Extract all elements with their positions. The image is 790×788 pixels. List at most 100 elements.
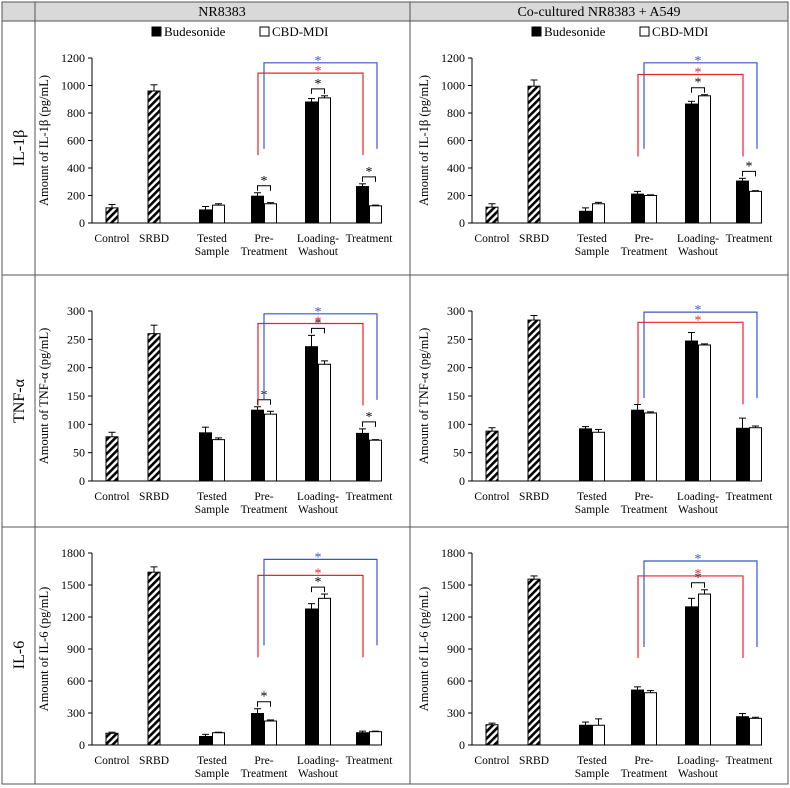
- x-tick-label: Treatment: [346, 233, 394, 245]
- x-tick-label: Treatment: [621, 504, 669, 516]
- bracket-blue: [643, 311, 758, 399]
- bar-single-0: [485, 206, 499, 224]
- legend-label-budesonide: Budesonide: [544, 24, 606, 39]
- x-tick-label: Washout: [678, 246, 719, 258]
- y-tick-label: 900: [447, 642, 465, 656]
- y-tick-label: 600: [67, 674, 85, 688]
- pair-sig-star: *: [695, 571, 702, 586]
- x-tick-label: SRBD: [519, 233, 549, 245]
- x-tick-label: Loading-: [297, 755, 339, 767]
- x-tick-label: Pre-: [634, 233, 653, 245]
- bracket-star-red: *: [315, 64, 322, 79]
- pair-sig-star: *: [746, 159, 753, 174]
- header-nr8383: NR8383: [198, 5, 245, 20]
- x-tick-label: Washout: [298, 246, 339, 258]
- x-tick-label: SRBD: [519, 491, 549, 503]
- chart-il1b-nr8383: 0 200 400 600 800 1000 1200 Amount of IL-1β (pg…: [37, 24, 393, 258]
- bracket-star-blue: *: [695, 54, 702, 69]
- x-tick-label: Pre-: [634, 491, 653, 503]
- bar-single-1: [527, 85, 541, 224]
- bar-budesonide-5: [356, 186, 369, 224]
- legend-label-budesonide: Budesonide: [164, 24, 226, 39]
- bar-budesonide-3: [631, 689, 644, 746]
- bar-budesonide-4: [685, 606, 698, 746]
- x-tick-label: Sample: [575, 246, 610, 258]
- y-tick-label: 200: [67, 361, 85, 375]
- y-axis-label: Amount of IL-1β (pg/mL): [417, 75, 431, 206]
- bar-cbd-mdi-4: [318, 97, 331, 224]
- y-axis-label: Amount of TNF-α (pg/mL): [37, 328, 51, 465]
- bar-budesonide-3: [631, 409, 644, 482]
- bar-budesonide-2: [199, 735, 212, 746]
- y-tick-label: 1200: [441, 610, 465, 624]
- pair-sig-star: *: [261, 690, 268, 705]
- x-tick-label: Washout: [298, 504, 339, 516]
- x-tick-label: Treatment: [726, 755, 774, 767]
- pair-bracket-4: [311, 88, 325, 94]
- bar-cbd-mdi-3: [264, 720, 277, 746]
- x-tick-label: Pre-: [254, 755, 273, 767]
- x-tick-label: Sample: [195, 504, 230, 516]
- y-tick-label: 1200: [441, 51, 465, 65]
- legend-swatch-budesonide: [531, 26, 542, 37]
- x-tick-label: Washout: [678, 504, 719, 516]
- bar-single-1: [147, 90, 161, 224]
- y-tick-label: 250: [67, 332, 85, 346]
- row-label-il6: IL-6: [11, 641, 28, 669]
- y-tick-label: 0: [459, 474, 465, 488]
- pair-bracket-3: [257, 185, 271, 191]
- legend: Budesonide CBD-MDI: [151, 24, 328, 39]
- y-tick-label: 600: [447, 674, 465, 688]
- bracket-star-blue: *: [315, 54, 322, 69]
- pair-bracket-4: [691, 582, 705, 588]
- legend-swatch-budesonide: [151, 26, 162, 37]
- y-axis-label: Amount of IL-6 (pg/mL): [417, 587, 431, 712]
- x-tick-label: Treatment: [726, 491, 774, 503]
- y-tick-label: 300: [447, 304, 465, 318]
- y-tick-label: 0: [79, 216, 85, 230]
- bar-cbd-mdi-3: [644, 195, 657, 224]
- bracket-red: [637, 73, 744, 157]
- bracket-blue: [643, 560, 758, 647]
- y-axis-label: Amount of TNF-α (pg/mL): [417, 328, 431, 465]
- bar-budesonide-4: [305, 608, 318, 746]
- x-tick-label: Tested: [197, 491, 227, 503]
- y-tick-label: 0: [459, 216, 465, 230]
- bar-budesonide-5: [356, 432, 369, 482]
- y-tick-label: 150: [447, 389, 465, 403]
- bar-single-1: [527, 578, 541, 746]
- x-tick-label: Pre-: [254, 491, 273, 503]
- pair-sig-star: *: [366, 165, 373, 180]
- chart-il6-cocult: 0 300 600 900 1200 1500 1800 Amount of IL-6 (pg…: [417, 546, 773, 780]
- bar-single-1: [147, 571, 161, 746]
- x-tick-label: SRBD: [139, 491, 169, 503]
- y-tick-label: 100: [67, 417, 85, 431]
- x-tick-label: Loading-: [677, 233, 719, 245]
- pair-sig-star: *: [315, 77, 322, 92]
- header-cocultured: Co-cultured NR8383 + A549: [517, 5, 680, 20]
- y-tick-label: 1800: [61, 546, 85, 560]
- pair-bracket-4: [311, 586, 325, 593]
- pair-bracket-4: [311, 327, 325, 334]
- x-tick-label: Control: [474, 491, 509, 503]
- x-tick-label: Tested: [577, 755, 607, 767]
- bracket-red: [637, 321, 744, 405]
- y-tick-label: 400: [447, 161, 465, 175]
- bracket-star-blue: *: [695, 552, 702, 567]
- bracket-star-red: *: [695, 567, 702, 582]
- bar-budesonide-4: [685, 103, 698, 224]
- bar-budesonide-3: [631, 193, 644, 224]
- y-tick-label: 1500: [441, 578, 465, 592]
- bar-cbd-mdi-2: [592, 724, 605, 746]
- x-tick-label: Treatment: [621, 246, 669, 258]
- x-tick-label: Control: [94, 233, 129, 245]
- bracket-star-red: *: [695, 66, 702, 81]
- y-tick-label: 300: [447, 706, 465, 720]
- bar-budesonide-3: [251, 409, 264, 482]
- x-tick-label: Tested: [197, 233, 227, 245]
- pair-bracket-5: [362, 176, 376, 182]
- bar-cbd-mdi-5: [369, 439, 382, 482]
- x-tick-label: Sample: [575, 768, 610, 780]
